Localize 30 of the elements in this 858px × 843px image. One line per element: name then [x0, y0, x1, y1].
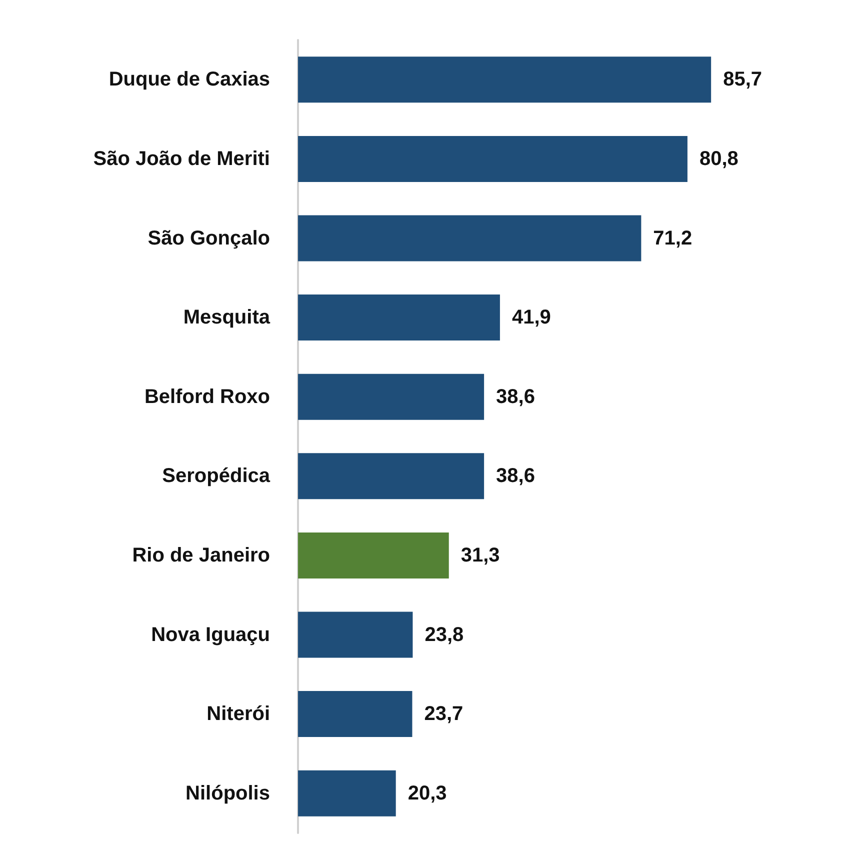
- y-tick-label: Seropédica: [162, 465, 271, 488]
- data-label: 23,8: [424, 624, 464, 646]
- data-label: 38,6: [496, 465, 535, 488]
- y-tick-label: Niterói: [206, 703, 270, 726]
- bar: [298, 770, 396, 816]
- data-label: 80,8: [699, 148, 738, 170]
- data-label: 71,2: [653, 227, 692, 250]
- bar: [298, 294, 500, 341]
- bar: [298, 374, 484, 420]
- bar: [298, 691, 412, 738]
- data-label: 20,3: [408, 782, 447, 804]
- bar: [298, 453, 484, 500]
- bar: [298, 532, 449, 578]
- y-tick-label: Belford Roxo: [144, 386, 270, 408]
- data-label: 38,6: [496, 386, 535, 408]
- y-tick-label: Nilópolis: [186, 782, 270, 804]
- data-label: 85,7: [723, 68, 762, 91]
- bar: [298, 215, 642, 262]
- y-tick-label: Mesquita: [183, 306, 271, 329]
- y-tick-label: São João de Meriti: [93, 148, 270, 170]
- data-label: 23,7: [424, 703, 464, 726]
- y-tick-label: Duque de Caxias: [108, 68, 270, 91]
- data-label: 31,3: [460, 544, 500, 566]
- y-tick-label: São Gonçalo: [148, 227, 270, 250]
- data-label: 41,9: [512, 306, 551, 329]
- bar: [298, 612, 413, 658]
- bar: [298, 56, 712, 103]
- y-tick-label: Rio de Janeiro: [132, 544, 270, 566]
- y-tick-label: Nova Iguaçu: [151, 624, 270, 646]
- bar: [298, 136, 688, 182]
